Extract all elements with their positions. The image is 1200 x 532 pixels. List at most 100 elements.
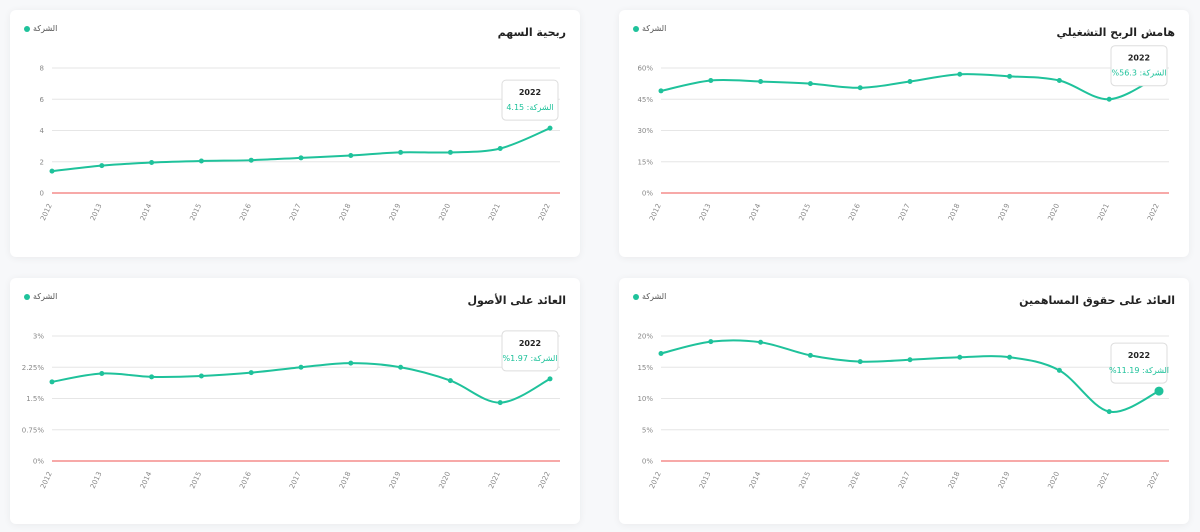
data-point [907,357,913,363]
data-point [298,364,304,370]
chart-title: العائد على الأصول [467,294,566,307]
series-line [660,339,1160,413]
data-point [708,78,714,83]
tooltip-box [501,79,559,121]
x-tick-label: 2022 [537,202,552,222]
data-point [99,163,105,169]
y-tick-label: 30% [637,127,653,135]
operating-margin-chart-plot[interactable]: 0% 15% 30% 45% 60% 2012 2013 2014 2015 2016 2017 20… [619,10,1189,257]
tooltip-box [1110,342,1168,384]
legend[interactable]: الشركة [24,292,57,301]
data-point [857,85,863,91]
y-tick-label: 2.25% [22,364,45,372]
data-point [99,371,105,376]
tooltip-year: 2022 [1128,54,1150,63]
legend[interactable]: الشركة [24,24,57,33]
data-point [957,354,963,360]
data-point [547,125,553,131]
data-point [149,374,155,380]
data-point [497,400,503,406]
x-tick-label: 2014 [748,470,763,490]
data-point [708,339,714,345]
chart-title: العائد على حقوق المساهمين [1019,294,1175,307]
legend[interactable]: الشركة [633,24,666,33]
legend-dot-icon [633,293,639,300]
x-tick-label: 2012 [39,470,54,490]
chart-title: ربحية السهم [497,26,566,39]
operating-margin-chart-card: هامش الربح التشغيلي الشركة 0% 15% 30% 45% 60… [619,10,1189,257]
y-tick-label: 0% [642,458,653,466]
y-tick-label: 4 [40,127,45,135]
data-point [398,364,404,370]
y-tick-label: 1.5% [26,395,44,403]
data-point [298,155,304,161]
y-tick-label: 5% [642,426,653,434]
x-tick-label: 2020 [1046,470,1061,490]
series-line [660,73,1160,101]
y-tick-label: 0.75% [22,426,45,434]
tooltip-box [1110,45,1168,87]
y-tick-label: 8 [40,65,44,73]
x-tick-label: 2012 [39,202,54,222]
x-tick-label: 2016 [847,202,862,222]
x-tick-label: 2012 [648,202,663,222]
x-tick-label: 2015 [188,202,203,222]
tooltip: 2022 الشركة: 4.15 [501,79,559,121]
x-tick-label: 2018 [947,202,962,222]
eps-chart-plot[interactable]: 0 2 4 6 8 2012 2013 2014 2015 2016 2017 2018 2019 202… [10,10,580,257]
x-tick-label: 2019 [388,202,403,222]
x-tick-label: 2013 [89,470,104,490]
data-point [807,352,813,358]
y-tick-label: 10% [637,395,653,403]
tooltip-value: الشركة: 56.3% [1112,69,1167,78]
x-tick-label: 2013 [698,202,713,222]
tooltip-value: الشركة: 11.19% [1109,366,1169,375]
x-tick-label: 2022 [537,470,552,490]
x-tick-label: 2016 [238,470,253,490]
x-tick-label: 2019 [997,202,1012,222]
x-tick-label: 2021 [487,470,502,490]
x-tick-label: 2017 [897,470,912,490]
data-point [149,160,155,166]
x-tick-label: 2021 [1096,202,1111,222]
legend-label: الشركة [642,24,667,33]
tooltip-year: 2022 [1128,351,1150,360]
roe-chart-card: العائد على حقوق المساهمين الشركة 0% 5% 10%… [619,278,1189,524]
x-tick-label: 2013 [698,470,713,490]
roa-chart-plot[interactable]: 0% 0.75% 1.5% 2.25% 3% 2012 2013 2014 2015 2016 20… [10,278,580,524]
y-tick-label: 3% [33,333,44,341]
x-tick-label: 2021 [487,202,502,222]
x-tick-label: 2019 [997,470,1012,490]
data-point [348,153,354,158]
data-point [497,145,503,151]
x-tick-label: 2022 [1146,202,1161,222]
data-point [758,79,764,85]
data-point [1056,78,1062,83]
data-point [49,379,55,385]
legend-dot-icon [24,293,30,300]
legend-label: الشركة [642,292,667,301]
tooltip-year: 2022 [519,339,541,348]
legend-dot-icon [24,25,30,32]
legend[interactable]: الشركة [633,292,666,301]
data-point [807,81,813,87]
data-point [857,359,863,365]
data-point [758,339,764,345]
data-point [198,158,204,164]
x-tick-label: 2015 [797,470,812,490]
eps-chart-card: ربحية السهم الشركة 0 2 4 6 8 2012 2013 2014 2015… [10,10,580,257]
x-tick-label: 2016 [847,470,862,490]
data-point [1007,354,1013,360]
data-point [658,351,664,356]
tooltip: 2022 الشركة: 1.97% [501,330,559,372]
x-tick-label: 2021 [1096,470,1111,490]
data-point [1106,96,1112,102]
y-tick-label: 15% [637,364,653,372]
roe-chart-plot[interactable]: 0% 5% 10% 15% 20% 2012 2013 2014 2015 2016 2017 201… [619,278,1189,524]
x-tick-label: 2016 [238,202,253,222]
legend-label: الشركة [33,292,58,301]
data-point [49,168,55,174]
x-tick-label: 2018 [338,202,353,222]
data-point [248,157,254,163]
y-tick-label: 2 [40,158,44,166]
